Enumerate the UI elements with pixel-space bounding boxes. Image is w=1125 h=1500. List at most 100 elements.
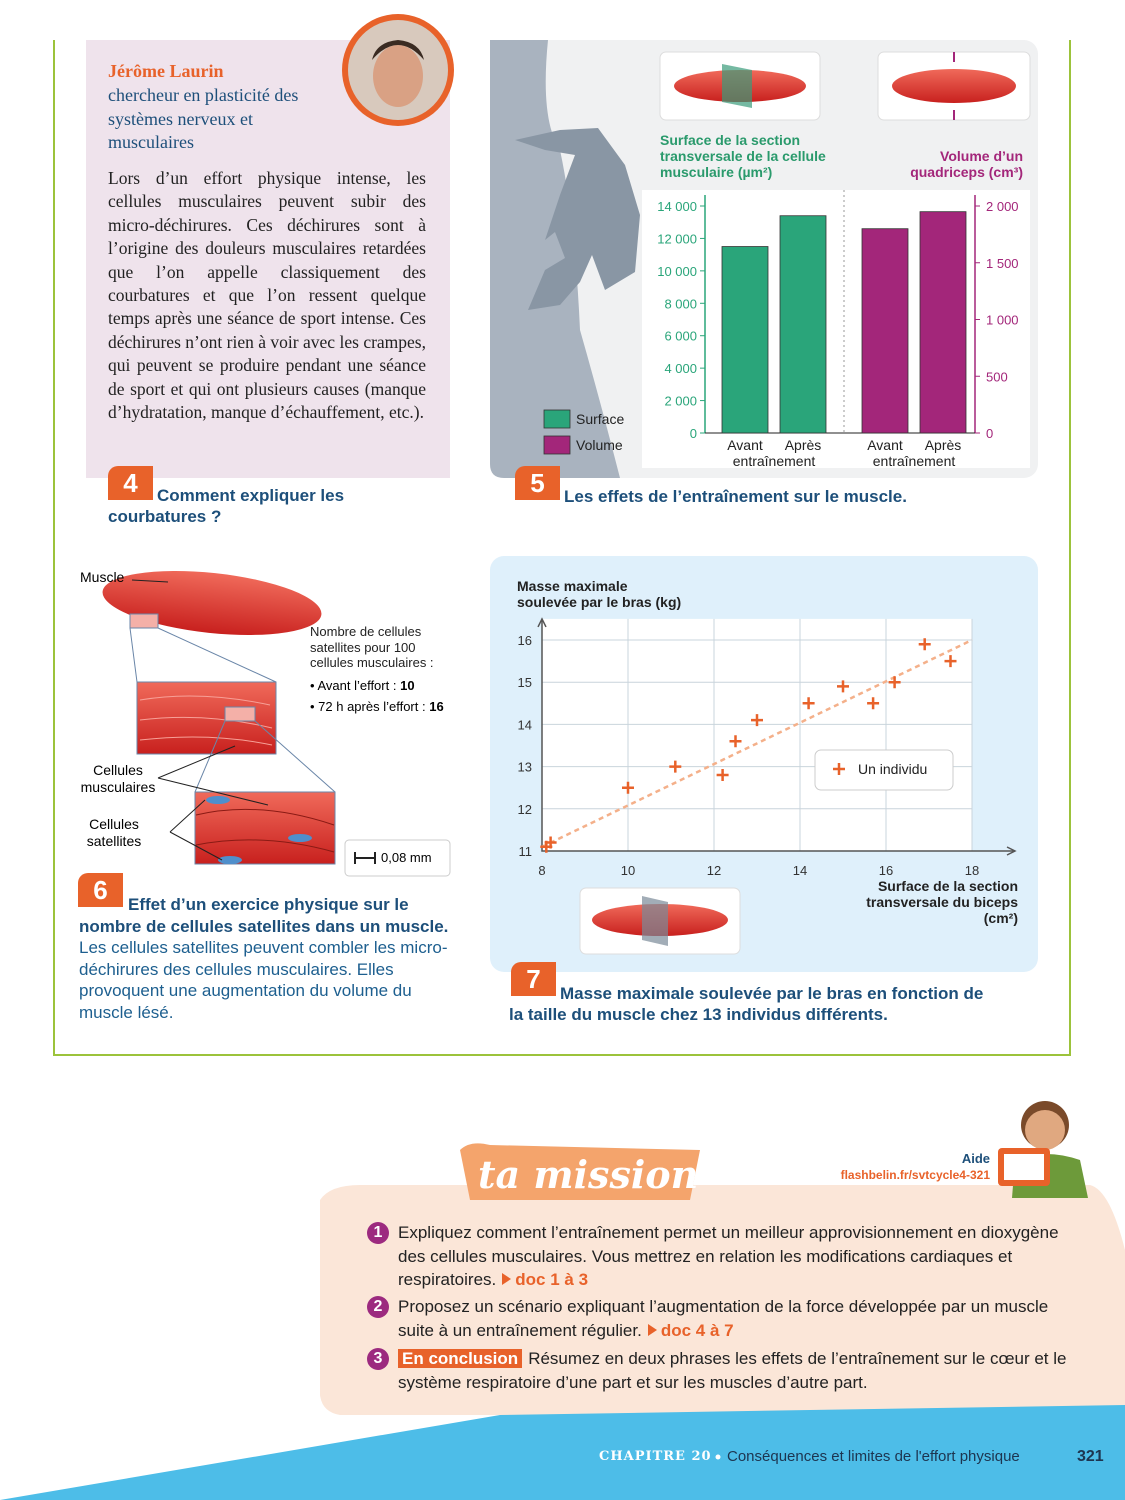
climber	[515, 128, 640, 310]
trend-line	[541, 638, 973, 848]
role: chercheur en plasticité des systèmes ner…	[108, 85, 299, 152]
boy-face	[1025, 1110, 1065, 1150]
point	[669, 760, 682, 773]
y-tick-label: 14 000	[657, 199, 697, 214]
arrowheads	[537, 617, 1017, 856]
legend-label: Un individu	[858, 761, 927, 777]
y-tick-label: 12 000	[657, 231, 697, 246]
x-tick-label: 8	[538, 863, 545, 878]
caption: Les effets de l’entraînement sur le musc…	[564, 487, 907, 506]
item-number: 2	[367, 1296, 389, 1318]
caption: Effet d’un exercice physique sur le nomb…	[79, 894, 459, 1023]
caption-text: Les cellules satellites peuvent combler …	[79, 938, 448, 1022]
bar	[779, 215, 827, 434]
label: Muscle	[80, 569, 125, 585]
y2-tick-label: 0	[986, 426, 993, 441]
muscle-icon	[892, 69, 1016, 103]
satellite-cell	[206, 796, 230, 804]
note-value: 10	[400, 678, 415, 693]
link[interactable]: flashbelin.fr/svtcycle4-321	[840, 1168, 990, 1182]
chapter-title: Conséquences et limites de l'effort phys…	[727, 1448, 1020, 1465]
x-tick-label: Avant	[727, 437, 763, 453]
point	[888, 676, 901, 689]
item-number: 1	[367, 1222, 389, 1244]
bar-chart: 0 2 000 4 000 6 000 8 000 10 000 12 000 14 000 0…	[543, 195, 1019, 469]
y-tick-label: 11	[519, 844, 533, 859]
axes	[541, 618, 1015, 852]
y-tick-label: 6 000	[664, 329, 697, 344]
point	[544, 836, 557, 849]
chapter: CHAPITRE 20	[599, 1449, 712, 1464]
help: Aide	[961, 1151, 990, 1166]
hair	[372, 40, 424, 60]
doc-number: 7	[511, 962, 556, 996]
caption: Masse maximale soulevée par le bras en f…	[509, 984, 984, 1024]
y2-axis-title: Volume d’un quadriceps (cm³)	[910, 148, 1023, 180]
leader	[131, 579, 169, 583]
item-text: Expliquez comment l’entraînement permet …	[398, 1223, 1059, 1289]
mission-item: Expliquez comment l’entraînement permet …	[398, 1221, 1078, 1292]
doc-number: 5	[515, 466, 560, 500]
zoom-box	[224, 706, 256, 722]
y-tick-label: 0	[690, 426, 697, 441]
zoom-lines	[129, 627, 277, 683]
scale-box	[344, 839, 451, 877]
x-tick-label: Avant	[867, 437, 903, 453]
point	[751, 714, 763, 727]
point	[622, 781, 634, 794]
y-tick-label: 14	[518, 717, 532, 732]
legend-swatch	[543, 435, 571, 455]
frame	[53, 40, 1071, 1056]
footer-band	[0, 1405, 1125, 1500]
conclusion-badge: En conclusion	[398, 1349, 523, 1368]
item-number: 3	[367, 1348, 389, 1370]
y2-tick-label: 500	[986, 369, 1008, 384]
bar	[721, 246, 769, 434]
x-tick-label: 12	[707, 863, 721, 878]
note-item: • Avant l’effort : 10	[310, 678, 415, 693]
legend-label: Volume	[576, 437, 623, 453]
doc-number: 6	[78, 873, 123, 907]
doc-ref[interactable]: doc 4 à 7	[642, 1321, 734, 1340]
y-axis-title: Masse maximale soulevée par le bras (kg)	[517, 578, 682, 610]
scale-label: 0,08 mm	[381, 850, 432, 865]
satellite-cell	[288, 834, 312, 842]
point	[918, 638, 931, 651]
y-tick-label: 4 000	[664, 361, 697, 376]
y2-tick-label: 2 000	[986, 199, 1019, 214]
legend-swatch	[543, 409, 571, 429]
x-tick-label: 14	[793, 863, 807, 878]
mission-title: ta mission	[478, 1152, 699, 1197]
section-icon	[722, 64, 752, 108]
x-tick-label: 16	[879, 863, 893, 878]
note-label: • Avant l’effort :	[310, 678, 397, 693]
doc-ref[interactable]: doc 1 à 3	[496, 1270, 588, 1289]
scatter-chart: 11 12 13 14 15 16 8 10 12 14 16 18 Un individu	[518, 617, 1017, 878]
point	[729, 735, 742, 748]
point	[944, 655, 957, 668]
section-icon	[642, 896, 668, 946]
item-text: Proposez un scénario expliquant l’augmen…	[398, 1297, 1049, 1340]
scale-bar	[354, 852, 376, 864]
y-tick-label: 8 000	[664, 296, 697, 311]
mission-item: Proposez un scénario expliquant l’augmen…	[398, 1295, 1078, 1342]
laptop-screen	[1004, 1154, 1044, 1180]
legend-box	[814, 749, 954, 791]
fiber-lines	[139, 695, 273, 746]
mission-item: En conclusion Résumez en deux phrases les…	[398, 1347, 1078, 1394]
x-tick-label: 10	[621, 863, 635, 878]
y-tick-label: 13	[518, 760, 532, 775]
author: Jérôme Laurin	[108, 61, 224, 81]
note-title: Nombre de cellules satellites pour 100 c…	[310, 624, 434, 670]
point	[802, 697, 815, 710]
satellite-cell	[218, 856, 242, 864]
bar	[861, 228, 909, 434]
y-tick-label: 12	[518, 802, 532, 817]
page-number: 321	[1077, 1448, 1104, 1465]
caption: Comment expliquer les courbatures ?	[108, 486, 345, 526]
y-tick-label: 16	[518, 633, 532, 648]
y-axis-title: Surface de la section transversale de la…	[660, 132, 826, 180]
testimony: Lors d’un effort physique intense, les c…	[108, 168, 426, 423]
